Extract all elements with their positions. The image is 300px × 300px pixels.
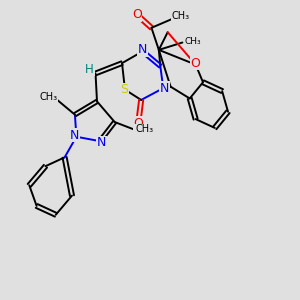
Text: O: O	[133, 117, 143, 130]
Text: H: H	[85, 62, 94, 76]
Text: N: N	[70, 129, 80, 142]
Text: CH₃: CH₃	[39, 92, 58, 102]
Text: CH₃: CH₃	[184, 37, 201, 46]
Text: N: N	[138, 44, 147, 56]
Text: O: O	[132, 8, 142, 21]
Text: CH₃: CH₃	[172, 11, 190, 21]
Text: O: O	[191, 57, 201, 70]
Text: N: N	[97, 136, 106, 149]
Text: N: N	[160, 82, 169, 95]
Text: S: S	[120, 83, 128, 96]
Text: CH₃: CH₃	[135, 124, 153, 134]
